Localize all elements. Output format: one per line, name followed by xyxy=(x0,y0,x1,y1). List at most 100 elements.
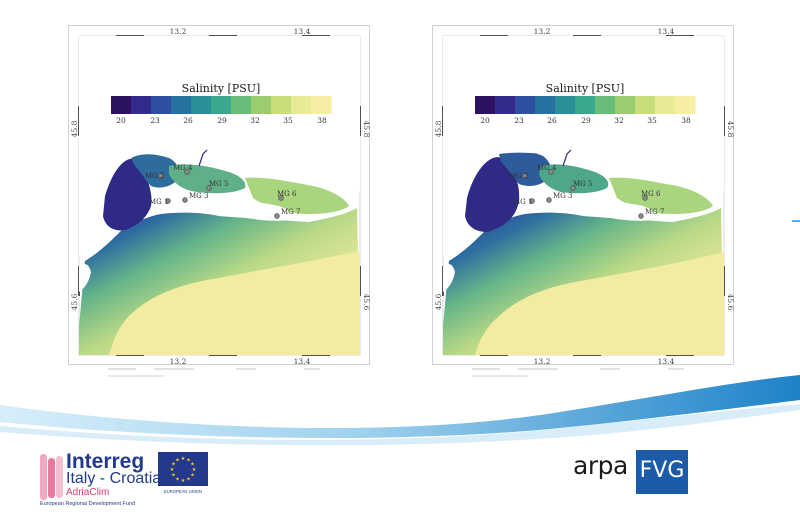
eu-label: EUROPEAN UNION xyxy=(163,489,203,494)
edge-accent xyxy=(792,220,800,222)
colorbar-tick: 20 xyxy=(480,116,490,125)
colorbar-tick: 26 xyxy=(547,116,557,125)
station-label: MG 3 xyxy=(553,192,572,200)
map-canvas-right: MG 1 MG 2 MG 3 MG 4 MG 5 MG 6 MG 7 Salin… xyxy=(434,27,735,366)
colorbar-swatch xyxy=(675,96,696,114)
station-label: MG 3 xyxy=(189,192,208,200)
lon-tick-bottom: 13.4 xyxy=(658,357,675,366)
lat-tick-left: 45.6 xyxy=(70,293,79,310)
footer-note-line xyxy=(472,368,500,370)
lagoon-fresh-right xyxy=(465,157,520,232)
eu-star-icon: ★ xyxy=(186,457,191,463)
station-label: MG 7 xyxy=(281,208,300,216)
lat-tick-right: 45.6 xyxy=(726,294,735,311)
station-label: MG 4 xyxy=(173,164,193,172)
decorative-wave xyxy=(0,375,800,446)
colorbar-swatch xyxy=(251,96,272,114)
lon-tick-top: 13.2 xyxy=(170,27,187,36)
river-right xyxy=(562,149,572,167)
colorbar-swatch xyxy=(635,96,656,114)
sea-salty-zone-left xyxy=(109,251,360,355)
eu-star-icon: ★ xyxy=(190,462,195,468)
station-label: MG 7 xyxy=(645,208,664,216)
footer-note-line xyxy=(600,368,620,370)
colorbar-tick: 29 xyxy=(581,116,591,125)
colorbar-tick: 23 xyxy=(514,116,524,125)
arpa-wordmark: arpa xyxy=(573,451,628,480)
eu-star-icon: ★ xyxy=(170,467,175,473)
colorbar-swatch xyxy=(495,96,516,114)
colorbar-swatch xyxy=(271,96,292,114)
station-marker xyxy=(642,195,648,201)
eu-star-icon: ★ xyxy=(175,477,180,483)
eu-star-icon: ★ xyxy=(192,467,197,473)
colorbar-right xyxy=(475,96,696,114)
station-label: MG 2 xyxy=(509,172,528,180)
interreg-country: Italy - Croatia xyxy=(66,470,162,487)
colorbar-swatch xyxy=(311,96,332,114)
interreg-logo: Interreg Italy - Croatia AdriaClim Europ… xyxy=(38,450,218,512)
station-label: MG 5 xyxy=(209,180,228,188)
colorbar-swatch xyxy=(171,96,192,114)
eu-star-icon: ★ xyxy=(181,456,186,462)
station-label: MG 2 xyxy=(145,172,164,180)
eu-star-icon: ★ xyxy=(186,477,191,483)
colorbar-ticks-left: 20 23 26 29 32 35 38 xyxy=(116,116,327,125)
colorbar-swatch xyxy=(151,96,172,114)
colorbar-swatch xyxy=(515,96,536,114)
eu-star-icon: ★ xyxy=(190,473,195,479)
station-marker xyxy=(184,169,190,175)
station-marker xyxy=(206,185,212,191)
salinity-map-right: MG 1 MG 2 MG 3 MG 4 MG 5 MG 6 MG 7 Salin… xyxy=(432,25,735,366)
fvg-wordmark: FVG xyxy=(639,458,685,483)
station-marker xyxy=(274,213,280,219)
stations-right: MG 1 MG 2 MG 3 MG 4 MG 5 MG 6 MG 7 xyxy=(509,164,664,219)
colorbar-swatch xyxy=(575,96,596,114)
land-islands-left xyxy=(218,200,293,221)
station-marker xyxy=(570,185,576,191)
lagoon-fresh-left xyxy=(103,158,152,231)
lat-tick-right: 45.6 xyxy=(362,294,371,311)
colorbar-title: Salinity [PSU] xyxy=(182,82,261,95)
interreg-mark-icon xyxy=(40,454,63,500)
lagoon-mid-right xyxy=(499,150,551,186)
colorbar-tick: 38 xyxy=(317,116,327,125)
lon-tick-top: 13.4 xyxy=(658,27,675,36)
axis-labels-left: 13.2 13.4 13.2 13.4 45.8 45.6 45.8 45.6 xyxy=(70,27,371,366)
colorbar-tick: 26 xyxy=(183,116,193,125)
colorbar-swatch xyxy=(211,96,232,114)
land-north-left xyxy=(79,36,360,258)
land-west-left xyxy=(79,264,91,292)
station-label: MG 6 xyxy=(641,190,661,198)
colorbar-tick: 23 xyxy=(150,116,160,125)
colorbar-tick: 35 xyxy=(283,116,293,125)
lon-tick-top: 13.2 xyxy=(534,27,551,36)
sea-salty-zone-right xyxy=(475,252,724,355)
footer-note-line xyxy=(154,368,194,370)
station-label: MG 1 xyxy=(149,198,168,206)
footer-note-line xyxy=(236,368,256,370)
colorbar-tick: 32 xyxy=(250,116,260,125)
interreg-wordmark: Interreg xyxy=(66,450,145,473)
footer-note-line xyxy=(472,375,528,377)
stations-left: MG 1 MG 2 MG 3 MG 4 MG 5 MG 6 MG 7 xyxy=(145,164,300,219)
colorbar-left xyxy=(111,96,332,114)
footer-note-line xyxy=(108,375,164,377)
map-canvas-left: MG 1 MG 2 MG 3 MG 4 MG 5 MG 6 MG 7 Salin… xyxy=(70,27,371,366)
lon-tick-bottom: 13.2 xyxy=(170,357,187,366)
lat-tick-left: 45.6 xyxy=(434,293,443,310)
station-marker xyxy=(529,198,535,204)
map-footer-notes-left xyxy=(108,368,348,382)
colorbar-swatch xyxy=(655,96,676,114)
footer-note-line xyxy=(518,368,558,370)
station-label: MG 1 xyxy=(513,198,532,206)
colorbar-swatch xyxy=(111,96,132,114)
lon-tick-bottom: 13.4 xyxy=(294,357,311,366)
arpa-fvg-logo: arpa FVG xyxy=(570,450,690,498)
lat-tick-left: 45.8 xyxy=(434,120,443,137)
eu-star-icon: ★ xyxy=(171,473,176,479)
eu-logo: ★ ★ ★ ★ ★ ★ ★ ★ ★ ★ ★ ★ EUROPEAN UNION xyxy=(158,452,210,500)
colorbar-swatch xyxy=(595,96,616,114)
station-marker xyxy=(278,195,284,201)
colorbar-swatch xyxy=(291,96,312,114)
